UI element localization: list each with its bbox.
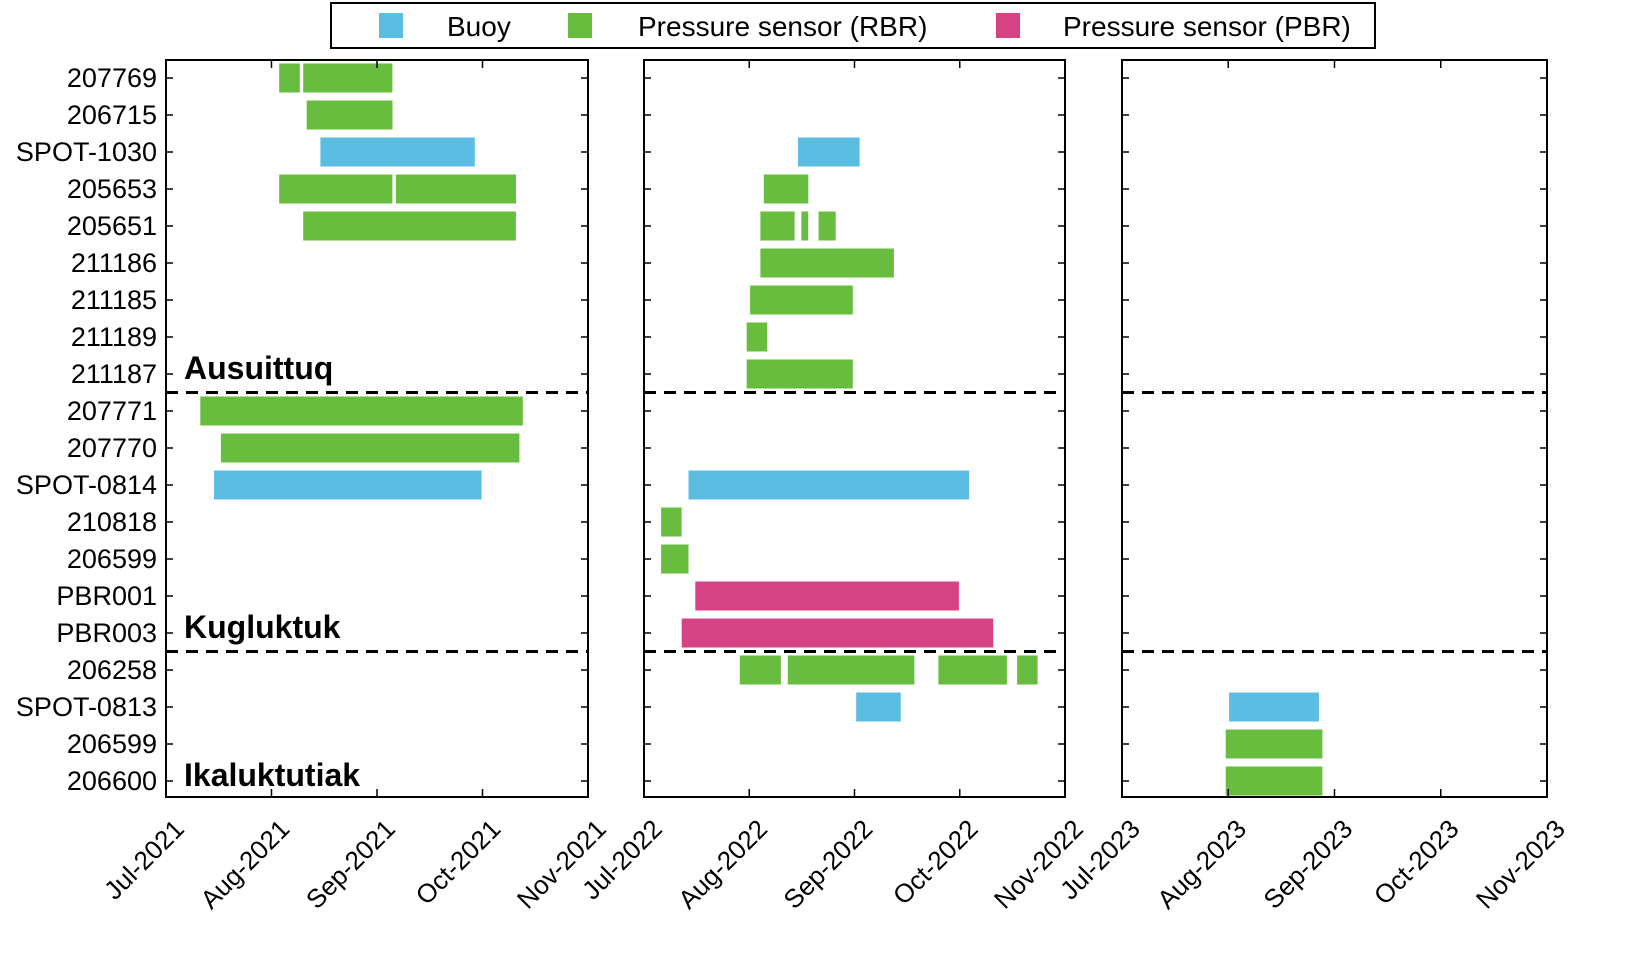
bar-207770-rbr: [220, 433, 520, 463]
bar-206258-rbr: [1017, 655, 1038, 685]
x-tick-label-sep-2022: Sep-2022: [777, 814, 878, 915]
row-label-211189: 211189: [71, 322, 157, 352]
x-tick-label-jul-2021: Jul-2021: [98, 814, 190, 906]
panel-3: Jul-2023 Aug-2023 Sep-2023 Oct-2023 Nov-2023: [1054, 59, 1571, 915]
row-label-206599: 206599: [67, 544, 157, 574]
bar-206715-rbr: [306, 100, 393, 130]
bar-205653-rbr: [395, 174, 516, 204]
bar-211186-rbr: [760, 248, 894, 278]
bar-207769-rbr: [279, 63, 300, 93]
x-tick-label-aug-2022: Aug-2022: [672, 814, 773, 915]
region-label-ikaluktutiak: Ikaluktutiak: [184, 757, 360, 793]
region-label-kugluktuk: Kugluktuk: [184, 609, 341, 645]
row-label-206599: 206599: [67, 729, 157, 759]
x-tick-label-sep-2023: Sep-2023: [1257, 814, 1358, 915]
bar-spot-0813-buoy: [1229, 692, 1319, 722]
legend-swatch-buoy: [379, 13, 403, 38]
x-tick-label-oct-2022: Oct-2022: [887, 814, 984, 911]
panel-2: Jul-2022 Aug-2022 Sep-2022 Oct-2022 Nov-2022: [576, 59, 1089, 915]
region-label-ausuittuq: Ausuittuq: [184, 350, 333, 386]
row-label-206715: 206715: [67, 100, 157, 130]
panel-frame: [1121, 59, 1548, 798]
legend-swatch-pbr: [996, 13, 1020, 38]
x-tick-label-aug-2021: Aug-2021: [194, 814, 295, 915]
bar-spot-1030-buoy: [798, 137, 860, 167]
bar-205653-rbr: [763, 174, 809, 204]
region-labels: Ausuittuq Kugluktuk Ikaluktutiak: [184, 350, 360, 793]
row-label-211186: 211186: [71, 248, 157, 278]
bar-211189-rbr: [746, 322, 768, 352]
x-tick-label-oct-2023: Oct-2023: [1368, 814, 1465, 911]
legend-label-buoy: Buoy: [447, 11, 511, 42]
bar-206258-rbr: [739, 655, 781, 685]
bar-205651-rbr: [760, 211, 795, 241]
legend-label-rbr: Pressure sensor (RBR): [638, 11, 927, 42]
bar-205651-rbr: [818, 211, 836, 241]
row-label-pbr001: PBR001: [56, 581, 157, 611]
row-label-207771: 207771: [67, 396, 157, 426]
legend-label-pbr: Pressure sensor (PBR): [1063, 11, 1351, 42]
panel-frame: [643, 59, 1066, 798]
bar-spot-0813-buoy: [856, 692, 901, 722]
bar-206258-rbr: [938, 655, 1007, 685]
legend: Buoy Pressure sensor (RBR) Pressure sensor…: [330, 2, 1376, 49]
bar-205651-rbr: [303, 211, 516, 241]
bar-205653-rbr: [279, 174, 393, 204]
bar-207769-rbr: [303, 63, 393, 93]
panel-frame: [165, 59, 589, 798]
bar-206599-rbr: [661, 544, 689, 574]
bar-205651-rbr: [801, 211, 809, 241]
row-label-spot-0814: SPOT-0814: [16, 470, 157, 500]
row-label-207770: 207770: [67, 433, 157, 463]
x-tick-label-aug-2023: Aug-2023: [1151, 814, 1252, 915]
bar-spot-0814-buoy: [214, 470, 482, 500]
bar-207771-rbr: [200, 396, 523, 426]
x-tick-label-nov-2023: Nov-2023: [1470, 814, 1571, 915]
row-label-spot-0813: SPOT-0813: [16, 692, 157, 722]
row-label-207769: 207769: [67, 63, 157, 93]
bar-206258-rbr: [787, 655, 915, 685]
row-label-210818: 210818: [67, 507, 157, 537]
row-label-pbr003: PBR003: [56, 618, 157, 648]
row-label-205653: 205653: [67, 174, 157, 204]
x-tick-label-oct-2021: Oct-2021: [409, 814, 506, 911]
row-label-211187: 211187: [71, 359, 157, 389]
row-label-206600: 206600: [67, 766, 157, 796]
row-label-205651: 205651: [67, 211, 157, 241]
bar-210818-rbr: [661, 507, 682, 537]
bar-206599-rbr: [1225, 729, 1323, 759]
legend-box: [330, 2, 1376, 49]
bar-spot-0814-buoy: [688, 470, 970, 500]
bar-211185-rbr: [750, 285, 853, 315]
bar-spot-1030-buoy: [320, 137, 475, 167]
bar-pbr001-pbr: [695, 581, 959, 611]
x-tick-label-sep-2021: Sep-2021: [300, 814, 401, 915]
row-label-206258: 206258: [67, 655, 157, 685]
bar-211187-rbr: [746, 359, 853, 389]
legend-swatch-rbr: [568, 13, 592, 38]
bar-206600-rbr: [1225, 766, 1323, 796]
row-label-211185: 211185: [71, 285, 157, 315]
row-labels: 207769 206715 SPOT-1030 205653 205651 211186 2…: [16, 63, 157, 796]
row-label-spot-1030: SPOT-1030: [16, 137, 157, 167]
bar-pbr003-pbr: [681, 618, 994, 648]
